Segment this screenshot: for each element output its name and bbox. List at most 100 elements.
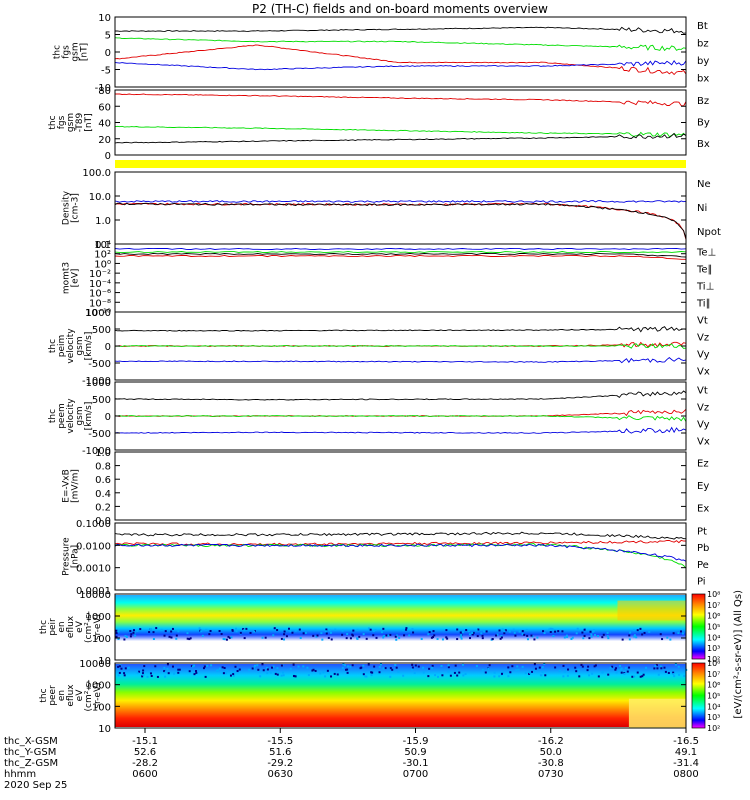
y-axis-label: velocity	[66, 398, 76, 434]
y-axis-label: eV	[75, 620, 85, 633]
spectrogram-speck	[329, 629, 332, 632]
spectrogram-speck	[664, 670, 667, 673]
spectrogram-speck	[553, 629, 556, 632]
colorbar-bottom	[691, 662, 706, 729]
spectrogram-speck	[617, 669, 620, 672]
spectrogram-speck	[447, 666, 450, 669]
y-axis-label: fgs	[62, 45, 72, 59]
spectrogram-speck	[163, 670, 166, 673]
y-axis-label: velocity	[66, 328, 76, 364]
y-tick-label: -10	[95, 83, 111, 94]
y-axis-label: gsm	[71, 42, 81, 61]
spectrogram-speck	[336, 673, 339, 676]
colorbar-tick: 10⁴	[707, 633, 720, 642]
spectrogram-speck	[239, 631, 242, 634]
colorbar: [eV/(cm²-s-sr-eV)] (All Qs) 10⁸ 10⁷ 10⁶ 10⁵…	[691, 590, 744, 733]
spectrogram-speck	[542, 630, 545, 633]
spectrogram-speck	[591, 672, 594, 675]
spectrogram-speck	[349, 665, 352, 668]
spectrogram-speck	[374, 628, 377, 631]
spectrogram-speck	[253, 664, 256, 667]
spectrogram-speck	[345, 668, 348, 671]
spectrogram-speck	[282, 674, 285, 677]
spectrogram-speck	[395, 634, 398, 637]
spectrogram-speck	[456, 674, 459, 677]
y-axis-label: momt3	[62, 262, 72, 294]
spectrogram-speck	[614, 668, 617, 671]
spectrogram-speck	[655, 664, 658, 667]
spectrogram-speck	[432, 630, 435, 633]
legend-Ne: Ne	[697, 179, 711, 190]
spectrogram-speck	[257, 668, 260, 671]
spectrogram-speck	[517, 668, 520, 671]
spectrogram-speck	[330, 675, 333, 678]
spectrogram-speck	[382, 627, 385, 630]
y-tick-label: 0.0001	[76, 586, 111, 597]
spectrogram-speck	[302, 632, 305, 635]
y-axis-label: fgs	[57, 115, 67, 129]
legend-Ez: Ez	[697, 458, 709, 469]
spectrogram-speck	[619, 665, 622, 668]
y-tick-label: 60	[98, 102, 111, 113]
y-tick-label: 40	[98, 119, 111, 130]
spectrogram-speck	[405, 628, 408, 631]
spectrogram-speck	[274, 672, 277, 675]
spectrogram-speck	[398, 636, 401, 639]
spectrogram-speck	[173, 672, 176, 675]
spectrogram-speck	[501, 628, 504, 631]
spectrogram-speck	[222, 637, 225, 640]
spectrogram-speck	[283, 633, 286, 636]
y-tick-label: 0	[105, 151, 111, 162]
spectrogram-speck	[669, 638, 672, 641]
spectrogram-speck	[488, 664, 491, 667]
spectrogram-speck	[299, 637, 302, 640]
colorbar-tick: 10⁸	[707, 659, 720, 668]
spectrogram-speck	[345, 637, 348, 640]
spectrogram-speck	[373, 665, 376, 668]
spectrogram-speck	[621, 638, 624, 641]
spectrogram-speck	[367, 627, 370, 630]
spectrogram-speck	[530, 634, 533, 637]
spectrogram-speck	[667, 671, 670, 674]
y-axis-label: eflux	[66, 615, 76, 638]
legend-Te⊥: Te⊥	[696, 248, 716, 259]
spectrogram-speck	[160, 628, 163, 631]
spectrogram-speck	[346, 633, 349, 636]
colorbar-tick: 10²	[707, 655, 720, 664]
spectrogram-speck	[561, 630, 564, 633]
spectrogram-speck	[412, 631, 415, 634]
spectrogram-speck	[677, 665, 680, 668]
spectrogram-speck	[123, 672, 126, 675]
spectrogram-speck	[170, 630, 173, 633]
legend-Vy: Vy	[697, 350, 710, 361]
spectrogram-speck	[389, 667, 392, 670]
spectrogram-speck	[115, 635, 118, 638]
spectrogram-speck	[434, 674, 437, 677]
spectrogram-speck	[591, 630, 594, 633]
temperature-series	[114, 254, 686, 260]
spectrogram-speck	[602, 633, 605, 636]
spectrogram-speck	[118, 671, 121, 674]
spectrogram-speck	[389, 633, 392, 636]
spectrogram-speck	[150, 674, 153, 677]
spectrogram-speck	[208, 633, 211, 636]
spectrogram-speck	[606, 635, 609, 638]
y-axis-label: sr-eV)	[93, 614, 103, 640]
spectrogram-speck	[322, 671, 325, 674]
spectrogram-speck	[575, 670, 578, 673]
spectrogram-speck	[447, 664, 450, 667]
spectrogram-speck	[495, 634, 498, 637]
spectrogram-speck	[327, 636, 330, 639]
spectrogram-speck	[563, 670, 566, 673]
spectrogram-speck	[346, 671, 349, 674]
spectrogram-speck	[292, 663, 295, 666]
spectrogram-speck	[503, 632, 506, 635]
y-tick-label: 10	[98, 724, 111, 735]
panel-pressure: 0.1000 0.0100 0.0010 0.0001 Pressure [nPa] Pt P…	[62, 519, 710, 597]
y-tick-label: 1000	[86, 681, 111, 692]
spectrogram-speck	[228, 636, 231, 639]
spectrogram-speck	[226, 669, 229, 672]
spectrogram-speck	[402, 674, 405, 677]
y-tick-label: 10⁴	[94, 240, 111, 251]
y-tick-label: 10⁻⁸	[89, 298, 111, 309]
